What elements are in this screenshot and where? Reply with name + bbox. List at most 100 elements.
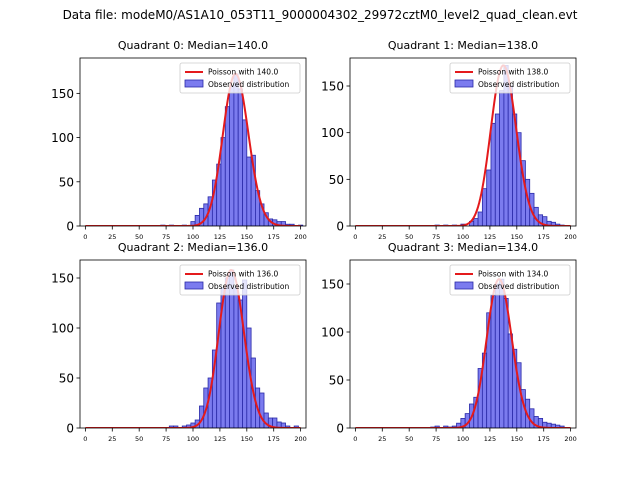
histogram-bar: [280, 422, 286, 428]
x-tick-label: 200: [564, 435, 576, 443]
x-tick-label: 100: [187, 435, 199, 443]
histogram-bar: [229, 85, 235, 226]
y-tick-label: 100: [51, 131, 74, 145]
y-tick-label: 100: [51, 322, 74, 336]
plot-area: [85, 72, 304, 226]
x-tick-label: 50: [405, 435, 413, 443]
histogram-bar: [494, 283, 500, 428]
subplot-quadrant-0: Quadrant 0: Median=140.0 0 25 50 75 100 125 150…: [51, 39, 307, 241]
x-tick-label: 175: [538, 233, 550, 241]
y-tick-label: 150: [321, 80, 344, 94]
y-tick-label: 150: [321, 278, 344, 292]
subplot-quadrant-1: Quadrant 1: Median=138.0 0 25 50 75 100 125 150…: [321, 39, 577, 241]
y-tick-label: 50: [59, 175, 74, 189]
x-tick-label: 25: [378, 233, 386, 241]
x-tick-label: 75: [432, 233, 440, 241]
x-tick-label: 75: [162, 233, 170, 241]
x-tick-label: 75: [432, 435, 440, 443]
histogram-bar: [499, 278, 505, 428]
x-tick-label: 75: [162, 435, 170, 443]
legend: Poisson with 134.0 Observed distribution: [449, 264, 571, 296]
legend-label-poisson: Poisson with 140.0: [208, 68, 278, 77]
x-tick-label: 0: [83, 233, 87, 241]
x-tick-label: 150: [511, 435, 523, 443]
y-tick-label: 50: [329, 374, 344, 388]
x-tick-label: 0: [353, 435, 357, 443]
legend: Poisson with 138.0 Observed distribution: [449, 62, 571, 94]
histogram-bar: [224, 106, 230, 226]
legend-observed-swatch: [454, 281, 474, 290]
x-tick-label: 200: [294, 435, 306, 443]
histogram-bar: [242, 119, 248, 226]
x-tick-label: 200: [294, 233, 306, 241]
x-tick-label: 25: [108, 435, 116, 443]
legend-label-poisson: Poisson with 134.0: [478, 270, 548, 279]
histogram-bar: [481, 188, 488, 226]
x-tick-label: 125: [214, 233, 226, 241]
x-tick-label: 150: [241, 233, 253, 241]
y-tick-label: 0: [336, 422, 344, 436]
legend-observed-swatch: [184, 281, 204, 290]
x-tick-label: 125: [484, 435, 496, 443]
poisson-curve: [85, 72, 301, 226]
histogram-bar: [473, 218, 479, 226]
subplot-quadrant-2: Quadrant 2: Median=136.0 0 25 50 75 100 125 150…: [51, 241, 307, 443]
y-tick-label: 150: [51, 272, 74, 286]
subplot-quadrant-3: Quadrant 3: Median=134.0 0 25 50 75 100 125 150…: [321, 241, 577, 443]
y-tick-label: 100: [321, 326, 344, 340]
x-tick-label: 175: [268, 435, 280, 443]
poisson-curve: [85, 269, 301, 428]
histogram-bar: [237, 88, 243, 226]
plot-area: [355, 278, 571, 428]
histogram-bar: [259, 392, 265, 428]
x-tick-label: 25: [378, 435, 386, 443]
histogram-bar: [490, 122, 496, 226]
histogram-bar: [499, 90, 505, 226]
figure-title: Data file: modeM0/AS1A10_053T11_90000043…: [62, 8, 578, 22]
x-tick-label: 125: [484, 233, 496, 241]
y-tick-label: 50: [329, 173, 344, 187]
x-tick-label: 50: [135, 435, 143, 443]
poisson-curve: [355, 278, 571, 428]
subplot-title: Quadrant 3: Median=134.0: [388, 241, 538, 254]
y-tick-label: 0: [66, 220, 74, 234]
x-tick-label: 175: [268, 233, 280, 241]
histogram-bar: [477, 211, 483, 226]
y-tick-label: 50: [59, 372, 74, 386]
histogram-bar: [507, 85, 513, 226]
legend-box: [179, 62, 301, 94]
histogram-bar: [224, 277, 230, 428]
legend-observed-swatch: [454, 79, 474, 88]
x-tick-label: 0: [83, 435, 87, 443]
y-tick-label: 0: [66, 422, 74, 436]
subplot-title: Quadrant 0: Median=140.0: [118, 39, 268, 52]
histogram-bar: [233, 287, 239, 428]
histogram-bar: [494, 113, 500, 226]
x-tick-label: 50: [135, 233, 143, 241]
x-tick-label: 50: [405, 233, 413, 241]
legend-label-poisson: Poisson with 136.0: [208, 270, 278, 279]
legend-label-observed: Observed distribution: [208, 282, 289, 291]
legend-box: [449, 264, 571, 296]
x-tick-label: 150: [511, 233, 523, 241]
x-tick-label: 150: [241, 435, 253, 443]
histogram-bar: [503, 297, 509, 428]
x-tick-label: 100: [457, 233, 469, 241]
subplot-title: Quadrant 2: Median=136.0: [118, 241, 268, 254]
x-tick-label: 100: [187, 233, 199, 241]
y-tick-label: 100: [321, 126, 344, 140]
legend-box: [449, 62, 571, 94]
legend-observed-swatch: [184, 79, 204, 88]
legend-box: [179, 264, 301, 296]
histogram-bar: [486, 169, 492, 226]
legend: Poisson with 136.0 Observed distribution: [179, 264, 301, 296]
legend-label-observed: Observed distribution: [208, 80, 289, 89]
x-tick-label: 100: [457, 435, 469, 443]
legend-label-observed: Observed distribution: [478, 80, 559, 89]
x-tick-label: 25: [108, 233, 116, 241]
histogram-bar: [280, 221, 286, 226]
histogram-bar: [246, 156, 252, 226]
legend-label-poisson: Poisson with 138.0: [478, 68, 548, 77]
y-tick-label: 150: [51, 87, 74, 101]
